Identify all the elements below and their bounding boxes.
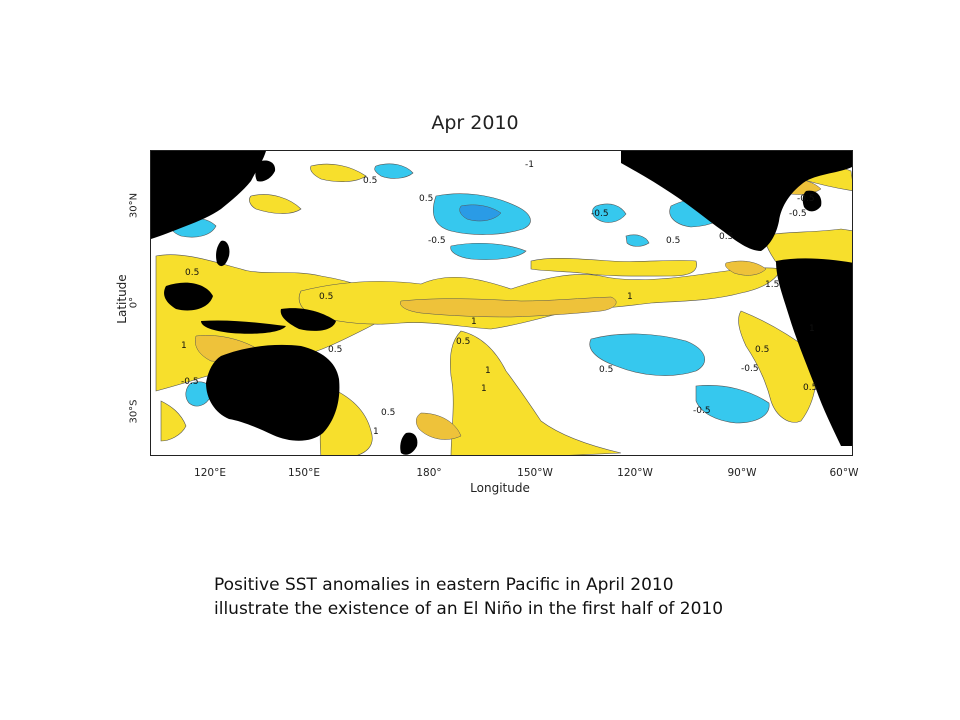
contour-label: -0.5 — [693, 406, 711, 416]
x-tick-60w: 60°W — [829, 467, 859, 479]
contour-label: -1 — [525, 160, 534, 170]
contour-label: 0.5 — [719, 232, 733, 242]
contour-label: -0.5 — [591, 209, 609, 219]
y-tick-30s: 30°S — [128, 399, 140, 424]
contour-label: 0.5 — [599, 365, 613, 375]
contour-label: -0.5 — [789, 209, 807, 219]
contour-label: 1.5 — [765, 280, 779, 290]
contour-label: 1 — [627, 292, 633, 302]
contour-label: 0.5 — [328, 345, 342, 355]
contour-label: 0.5 — [419, 194, 433, 204]
slide-caption: Positive SST anomalies in eastern Pacifi… — [214, 573, 854, 621]
x-tick-150e: 150°E — [288, 467, 320, 479]
contour-label: 1 — [471, 317, 477, 327]
contour-label: 0.5 — [456, 337, 470, 347]
contour-label: 1 — [373, 427, 379, 437]
x-tick-90w: 90°W — [727, 467, 757, 479]
x-tick-120e: 120°E — [194, 467, 226, 479]
contour-label: 1 — [481, 384, 487, 394]
contour-label: 0.5 — [185, 268, 199, 278]
x-tick-120w: 120°W — [617, 467, 653, 479]
map-title: Apr 2010 — [431, 112, 519, 134]
contour-label: -0.5 — [797, 194, 815, 204]
contour-label: 0.5 — [803, 383, 817, 393]
contour-label: -0.5 — [741, 364, 759, 374]
contour-label: 0.5 — [666, 236, 680, 246]
contour-labels: -1 0.5 -0.5 0.5 -0.5 -0.5 0.5 0.5 -0.5 0… — [181, 160, 817, 437]
y-tick-30n: 30°N — [128, 192, 140, 219]
contour-label: 0.5 — [381, 408, 395, 418]
x-tick-180: 180° — [416, 467, 442, 479]
contour-label: 1 — [809, 324, 815, 334]
contour-label: 1 — [181, 341, 187, 351]
sst-anomaly-map-graphic: -1 0.5 -0.5 0.5 -0.5 -0.5 0.5 0.5 -0.5 0… — [151, 151, 852, 455]
contour-label: 1 — [485, 366, 491, 376]
caption-line-1: Positive SST anomalies in eastern Pacifi… — [214, 575, 674, 595]
y-tick-equator: 0° — [128, 296, 140, 309]
y-axis-title: Latitude — [115, 274, 129, 324]
x-tick-150w: 150°W — [517, 467, 553, 479]
contour-label: 0.5 — [363, 176, 377, 186]
contour-label: 0.5 — [755, 345, 769, 355]
sst-anomaly-map: -1 0.5 -0.5 0.5 -0.5 -0.5 0.5 0.5 -0.5 0… — [150, 150, 853, 456]
land-masses — [151, 151, 852, 455]
x-axis-title: Longitude — [470, 481, 530, 495]
caption-line-2: illustrate the existence of an El Niño i… — [214, 599, 724, 619]
contour-label: -0.5 — [428, 236, 446, 246]
contour-label: -0.5 — [181, 377, 199, 387]
contour-label: 0.5 — [319, 292, 333, 302]
